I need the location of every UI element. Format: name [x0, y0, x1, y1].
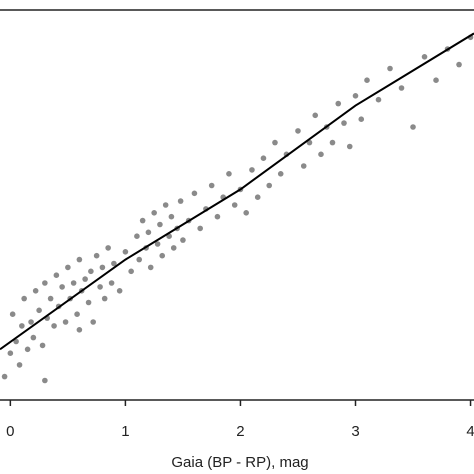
point — [24, 346, 31, 353]
point — [139, 217, 146, 224]
point — [266, 182, 273, 189]
point — [39, 342, 46, 349]
point — [191, 190, 198, 197]
point — [30, 334, 37, 341]
point — [99, 264, 106, 271]
x-tick-label: 1 — [121, 423, 129, 440]
point — [249, 167, 255, 173]
point — [85, 299, 92, 306]
point — [70, 280, 77, 286]
x-tick-label: 2 — [236, 423, 244, 440]
point — [122, 249, 129, 255]
point — [90, 319, 96, 325]
point — [76, 327, 83, 333]
point — [226, 171, 232, 177]
point — [162, 202, 169, 208]
point — [358, 116, 365, 122]
point — [170, 245, 177, 251]
point — [260, 155, 267, 161]
point — [105, 245, 111, 251]
point — [243, 210, 250, 216]
point — [74, 311, 80, 318]
point — [410, 124, 416, 130]
point — [398, 85, 405, 91]
point — [300, 163, 307, 169]
point — [456, 61, 462, 68]
point — [19, 323, 25, 329]
point — [108, 280, 115, 286]
point — [364, 77, 370, 83]
point — [352, 93, 359, 99]
point — [62, 319, 69, 325]
point — [76, 256, 83, 263]
point — [134, 233, 140, 239]
point — [9, 311, 16, 318]
point — [157, 221, 163, 228]
point — [1, 373, 8, 380]
point — [421, 54, 428, 60]
point — [7, 350, 14, 357]
point — [59, 284, 65, 290]
point — [101, 295, 108, 302]
point — [93, 252, 100, 259]
point — [346, 143, 353, 150]
point — [51, 323, 57, 329]
point — [208, 182, 215, 189]
point — [65, 264, 71, 271]
point — [88, 268, 94, 275]
point — [32, 288, 39, 294]
point — [312, 112, 319, 119]
point — [375, 96, 382, 103]
point — [13, 338, 19, 345]
point — [254, 194, 261, 200]
point — [231, 202, 238, 208]
point — [159, 252, 166, 259]
point — [147, 264, 154, 271]
point — [36, 307, 42, 314]
point — [82, 276, 88, 282]
point — [197, 225, 203, 232]
point — [21, 295, 27, 302]
point — [47, 295, 54, 302]
point — [329, 139, 336, 146]
point — [16, 362, 23, 368]
point — [341, 120, 347, 126]
point — [387, 65, 393, 72]
point — [214, 213, 221, 220]
point — [28, 319, 34, 325]
point — [272, 139, 278, 146]
point — [177, 198, 184, 204]
point — [53, 272, 60, 279]
point — [335, 100, 342, 107]
point — [97, 284, 103, 290]
point — [154, 241, 161, 247]
x-tick-label: 4 — [466, 423, 474, 440]
point — [128, 268, 134, 275]
point — [318, 151, 324, 158]
point — [136, 256, 143, 263]
point — [111, 260, 117, 267]
point — [180, 237, 186, 243]
point — [151, 210, 157, 216]
x-axis-label: Gaia (BP - RP), mag — [171, 454, 308, 471]
point — [433, 77, 439, 83]
point — [116, 288, 123, 294]
point — [277, 171, 284, 177]
x-tick-label: 3 — [351, 423, 359, 440]
point — [168, 213, 175, 220]
fit-line — [0, 32, 474, 351]
point — [42, 377, 48, 384]
point — [42, 280, 48, 286]
x-tick-label: 0 — [6, 423, 14, 440]
point — [145, 229, 152, 236]
point — [295, 128, 301, 134]
